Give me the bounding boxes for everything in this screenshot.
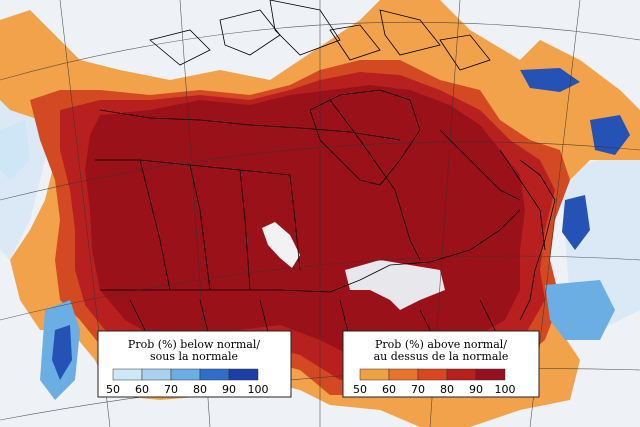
legend_below-swatch-2 <box>170 368 201 381</box>
legend_above-tick-5: 100 <box>495 383 516 396</box>
legend_below-tick-3: 80 <box>193 383 207 396</box>
legend-above-title-1: Prob (%) above normal/ <box>375 338 507 351</box>
legend-below-title-1: Prob (%) below normal/ <box>128 338 260 351</box>
anomaly-below-sw-core <box>52 325 72 380</box>
legend-below-title-2: sous la normale <box>150 350 238 363</box>
legend_above-swatch-4 <box>475 368 506 381</box>
anomaly-below-east-3 <box>562 195 590 250</box>
legend_above-swatch-1 <box>388 368 419 381</box>
legend_below-swatch-0 <box>112 368 143 381</box>
anomaly-below-east-2 <box>520 68 580 92</box>
legend_above-tick-1: 60 <box>382 383 396 396</box>
legend-above-box <box>342 330 540 398</box>
great-lakes-area <box>345 260 445 310</box>
legend_above-swatch-3 <box>446 368 477 381</box>
hudson-bay-edge <box>350 105 395 132</box>
anomaly-below-east-4 <box>545 280 615 340</box>
legend_below-swatch-4 <box>228 368 259 381</box>
legend_below-tick-2: 70 <box>164 383 178 396</box>
legend-above-title-2: au dessus de la normale <box>374 350 509 363</box>
legend_above-tick-2: 70 <box>411 383 425 396</box>
legend_below-swatch-1 <box>141 368 172 381</box>
anomaly-below-arctic <box>0 120 30 180</box>
legend_above-tick-4: 90 <box>469 383 483 396</box>
legend_below-swatch-3 <box>199 368 230 381</box>
legend_above-tick-0: 50 <box>353 383 367 396</box>
anomaly-below-east-1 <box>590 115 630 155</box>
legend-below: Prob (%) below normal/ sous la normale 5… <box>97 330 292 398</box>
legend_below-tick-0: 50 <box>106 383 120 396</box>
legend-above: Prob (%) above normal/ au dessus de la n… <box>342 330 540 398</box>
legend_above-tick-3: 80 <box>440 383 454 396</box>
anomaly-above-90 <box>85 85 525 360</box>
lake-winnipeg <box>262 222 300 268</box>
legend_below-tick-1: 60 <box>135 383 149 396</box>
legend_above-swatch-0 <box>359 368 390 381</box>
legend-below-box <box>97 330 292 398</box>
legend_below-tick-4: 90 <box>222 383 236 396</box>
legend_above-swatch-2 <box>417 368 448 381</box>
legend_below-tick-5: 100 <box>248 383 269 396</box>
